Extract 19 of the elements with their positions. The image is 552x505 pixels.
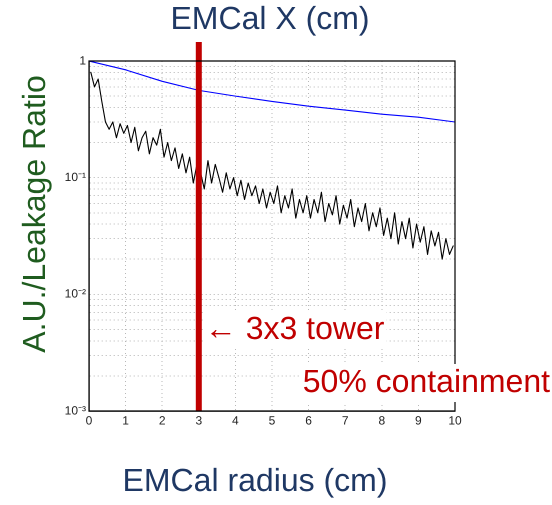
x-tick-label: 8 [378, 414, 386, 428]
x-tick-label: 4 [232, 414, 240, 428]
y-tick-label: 10⁻³ [64, 403, 86, 418]
ref-line-label: ← 3x3 tower 50% containment [204, 310, 550, 399]
x-tick-label: 10 [448, 414, 462, 428]
x-tick-label: 5 [268, 414, 276, 428]
y-tick-label: 10⁻¹ [64, 170, 86, 184]
x-axis-title: EMCal radius (cm) [122, 462, 388, 498]
x-tick-label: 9 [415, 414, 422, 428]
x-tick-label: 3 [195, 414, 202, 428]
x-tick-label: 6 [305, 414, 312, 428]
x-tick-label: 1 [122, 414, 130, 428]
y-axis-title: A.U./Leakage Ratio [16, 75, 52, 353]
x-tick-label: 7 [342, 414, 349, 428]
chart-title: EMCal X (cm) [170, 0, 370, 36]
y-tick-label: 10⁻² [64, 286, 86, 301]
x-tick-label: 0 [86, 414, 93, 428]
x-tick-label: 2 [158, 414, 166, 428]
y-tick-label: 1 [79, 53, 86, 68]
